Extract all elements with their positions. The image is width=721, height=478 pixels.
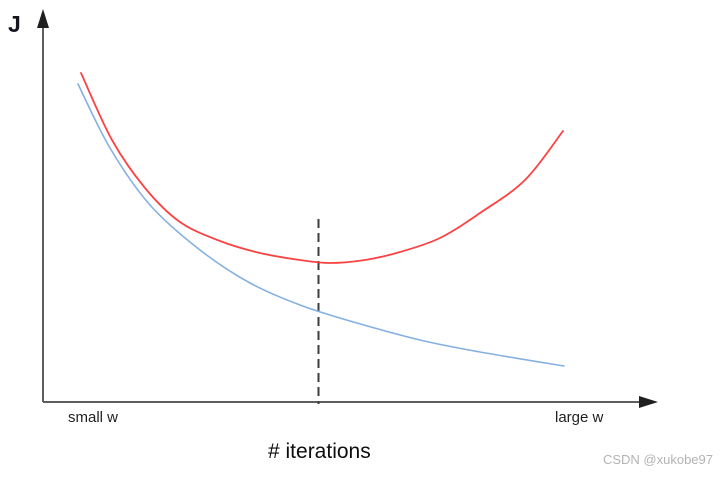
y-axis-label: J <box>8 11 21 37</box>
blue-curve <box>77 83 565 367</box>
watermark: CSDN @xukobe97 <box>602 452 713 467</box>
x-axis-title: # iterations <box>268 440 371 463</box>
red-curve <box>80 72 564 264</box>
x-axis-arrow-icon <box>639 396 658 408</box>
y-axis-arrow-icon <box>37 9 49 28</box>
x-axis-right-tick-label: large w <box>555 409 604 426</box>
x-axis-left-tick-label: small w <box>68 409 119 426</box>
